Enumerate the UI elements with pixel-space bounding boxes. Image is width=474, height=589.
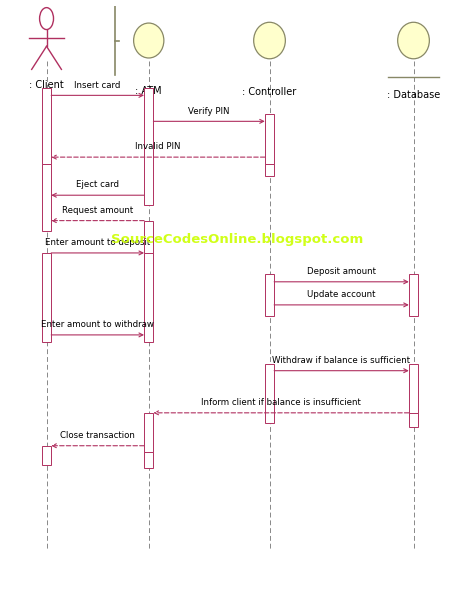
Ellipse shape (254, 22, 285, 59)
Text: Withdraw if balance is sufficient: Withdraw if balance is sufficient (273, 356, 410, 365)
Ellipse shape (134, 23, 164, 58)
Bar (144, 88, 154, 205)
Text: Enter amount to deposit: Enter amount to deposit (45, 238, 150, 247)
Text: : Controller: : Controller (242, 87, 297, 97)
Text: Enter amount to withdraw: Enter amount to withdraw (41, 320, 154, 329)
Text: SourceCodesOnline.blogspot.com: SourceCodesOnline.blogspot.com (111, 233, 363, 246)
Bar (144, 253, 154, 342)
Bar (409, 413, 418, 427)
Text: Deposit amount: Deposit amount (307, 267, 376, 276)
Text: Request amount: Request amount (62, 206, 133, 215)
Bar (409, 274, 418, 316)
Bar (265, 274, 274, 316)
Text: Close transaction: Close transaction (60, 431, 135, 440)
Text: Invalid PIN: Invalid PIN (135, 143, 181, 151)
Text: Eject card: Eject card (76, 180, 119, 190)
Bar (265, 114, 274, 164)
Bar (265, 164, 274, 176)
Bar (144, 452, 154, 468)
Bar (409, 364, 418, 423)
Text: Verify PIN: Verify PIN (188, 107, 230, 115)
Bar (42, 164, 51, 231)
Text: : ATM: : ATM (136, 86, 162, 96)
Bar (265, 364, 274, 423)
Text: Update account: Update account (307, 290, 376, 299)
Ellipse shape (398, 22, 429, 59)
Bar (42, 446, 51, 465)
Bar (42, 88, 51, 164)
Bar (144, 413, 154, 452)
Text: : Database: : Database (387, 90, 440, 100)
Text: Inform client if balance is insufficient: Inform client if balance is insufficient (201, 398, 361, 407)
Bar (42, 253, 51, 342)
Text: : Client: : Client (29, 80, 64, 90)
Text: Insert card: Insert card (74, 81, 121, 90)
Bar (144, 221, 154, 253)
